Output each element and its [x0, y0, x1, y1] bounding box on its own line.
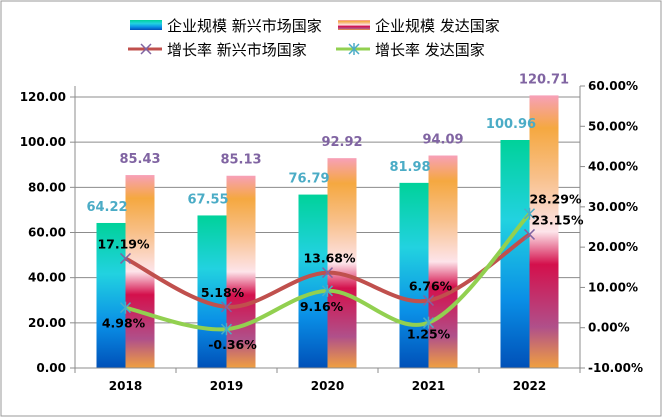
left-tick-label: 120.00	[20, 90, 66, 104]
legend-swatch	[338, 20, 370, 30]
right-tick-label: 30.00%	[588, 200, 638, 214]
line-developed	[125, 212, 531, 332]
bar-emerging	[298, 194, 328, 368]
x-marker	[119, 252, 132, 264]
bar-data-label: 94.09	[422, 133, 463, 148]
x-marker	[422, 294, 435, 307]
x-tick-label: 2021	[412, 379, 445, 393]
left-tick-label: 100.00	[20, 135, 66, 149]
legend-item: 企业规模 发达国家	[338, 17, 500, 35]
line-data-label: 28.29%	[529, 192, 582, 207]
right-tick-label: 20.00%	[588, 240, 638, 254]
asterisk-marker	[422, 316, 435, 329]
x-tick-label: 2020	[311, 379, 344, 393]
line-data-label: 9.16%	[300, 299, 344, 314]
right-tick-label: 40.00%	[588, 160, 638, 174]
x-marker	[321, 267, 334, 279]
x-marker	[523, 228, 536, 240]
bar-data-label: 67.55	[187, 192, 228, 207]
legend-item: 企业规模 新兴市场国家	[130, 17, 322, 35]
bar-data-label: 100.96	[486, 117, 536, 132]
bar-emerging	[197, 215, 227, 368]
x-tick-label: 2018	[109, 379, 142, 393]
asterisk-marker	[523, 207, 536, 220]
x-tick-label: 2019	[210, 379, 243, 393]
bar-developed	[327, 158, 357, 368]
line-data-label: -0.36%	[208, 337, 257, 352]
bar-data-label: 85.13	[220, 153, 261, 168]
line-data-label: 4.98%	[102, 316, 146, 331]
left-tick-label: 60.00	[28, 226, 66, 240]
bar-data-label: 64.22	[86, 200, 127, 215]
right-tick-label: 10.00%	[588, 280, 638, 294]
legend-label: 增长率 发达国家	[375, 41, 485, 59]
asterisk-marker	[119, 301, 132, 314]
line-data-label: 13.68%	[303, 251, 356, 266]
bar-data-label: 76.79	[288, 172, 329, 187]
bar-data-label: 120.71	[519, 72, 569, 87]
right-tick-label: 0.00%	[588, 321, 630, 335]
asterisk-marker	[220, 323, 233, 336]
legend-item: 增长率 发达国家	[336, 41, 485, 59]
bar-developed	[428, 155, 458, 368]
bar-data-label: 92.92	[321, 135, 362, 150]
right-tick-label: 60.00%	[588, 79, 638, 93]
bar-data-label: 85.43	[119, 152, 160, 167]
legend-label: 增长率 新兴市场国家	[167, 41, 307, 59]
left-tick-label: 20.00	[28, 316, 66, 330]
left-tick-label: 80.00	[28, 180, 66, 194]
bar-developed	[226, 175, 256, 368]
x-marker	[220, 301, 233, 313]
bar-data-label: 81.98	[389, 160, 430, 175]
legend-label: 企业规模 发达国家	[375, 17, 500, 35]
right-tick-label: -10.00%	[588, 361, 643, 375]
legend-label: 企业规模 新兴市场国家	[167, 17, 322, 35]
line-data-label: 6.76%	[409, 278, 453, 293]
bar-developed	[529, 95, 559, 369]
right-tick-label: 50.00%	[588, 119, 638, 133]
asterisk-marker	[321, 284, 334, 297]
line-data-label: 1.25%	[407, 327, 451, 342]
bar-emerging	[399, 182, 429, 368]
line-data-label: 23.15%	[531, 212, 584, 227]
line-data-label: 5.18%	[201, 285, 245, 300]
legend-item: 增长率 新兴市场国家	[128, 41, 307, 59]
legend-swatch	[130, 20, 162, 30]
left-tick-label: 40.00	[28, 271, 66, 285]
x-tick-label: 2022	[513, 379, 546, 393]
bar-emerging	[96, 222, 126, 368]
left-tick-label: 0.00	[36, 361, 66, 375]
line-data-label: 17.19%	[97, 236, 150, 251]
